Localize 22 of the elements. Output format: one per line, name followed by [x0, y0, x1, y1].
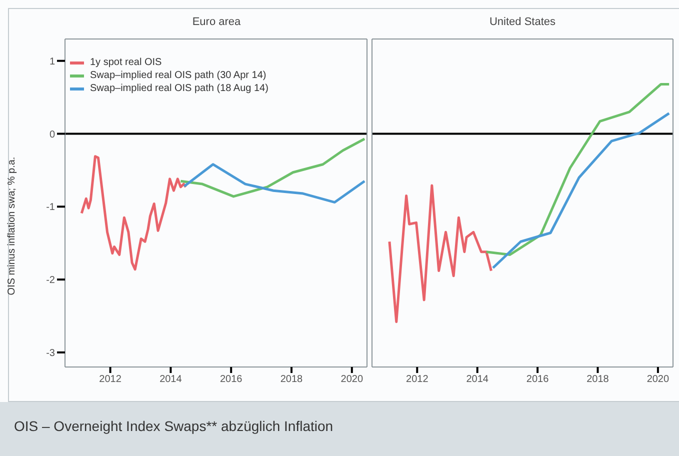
x-tick-label: 2016 [220, 374, 243, 386]
x-tick-label: 2014 [160, 374, 182, 386]
x-tick-label: 2012 [99, 374, 122, 386]
x-tick-label: 2012 [406, 374, 429, 386]
y-tick-label: -2 [46, 275, 56, 286]
y-tick-label: -3 [46, 348, 56, 359]
legend-label: Swap–implied real OIS path (18 Aug 14) [90, 82, 268, 95]
text: OIS – Overneight Index Swaps** abzüglich Inflation [14, 418, 334, 434]
chart-title: United States [488, 16, 557, 28]
y-axis-title: OIS minus inflation swa; % p.a. [6, 156, 18, 296]
x-tick-label: 2020 [646, 374, 670, 386]
legend-label: 1y spot real OIS [90, 56, 162, 69]
y-tick-label: -1 [46, 202, 56, 214]
chart-title: Euro area [191, 16, 242, 28]
x-tick-label: 2014 [466, 374, 489, 386]
y-tick-label: 1 [49, 56, 56, 68]
x-tick-label: 2018 [280, 374, 304, 386]
x-tick-label: 2016 [526, 374, 550, 386]
x-tick-label: 2020 [340, 374, 364, 386]
y-tick-label: 0 [49, 129, 56, 140]
legend-label: Swap–implied real OIS path (30 Apr 14) [90, 69, 266, 82]
x-tick-label: 2018 [586, 374, 610, 386]
